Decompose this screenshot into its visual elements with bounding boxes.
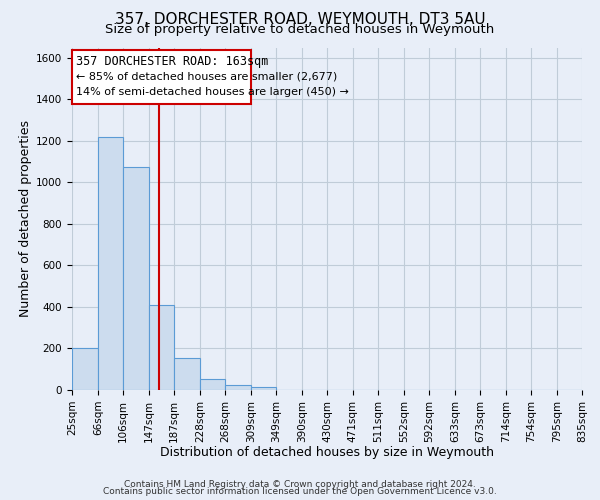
Bar — [98, 137, 123, 390]
Text: Contains public sector information licensed under the Open Government Licence v3: Contains public sector information licen… — [103, 487, 497, 496]
Bar — [123, 167, 149, 390]
Text: 357 DORCHESTER ROAD: 163sqm: 357 DORCHESTER ROAD: 163sqm — [76, 55, 268, 68]
Text: Size of property relative to detached houses in Weymouth: Size of property relative to detached ho… — [106, 22, 494, 36]
Bar — [225, 385, 251, 390]
Bar — [149, 305, 174, 390]
Text: ← 85% of detached houses are smaller (2,677): ← 85% of detached houses are smaller (2,… — [76, 72, 337, 82]
Text: 357, DORCHESTER ROAD, WEYMOUTH, DT3 5AU: 357, DORCHESTER ROAD, WEYMOUTH, DT3 5AU — [115, 12, 485, 28]
Y-axis label: Number of detached properties: Number of detached properties — [19, 120, 32, 318]
Bar — [72, 348, 98, 390]
Text: Contains HM Land Registry data © Crown copyright and database right 2024.: Contains HM Land Registry data © Crown c… — [124, 480, 476, 489]
Bar — [251, 387, 276, 390]
Bar — [200, 378, 225, 390]
Text: 14% of semi-detached houses are larger (450) →: 14% of semi-detached houses are larger (… — [76, 86, 349, 97]
FancyBboxPatch shape — [72, 50, 251, 104]
Bar — [174, 358, 200, 390]
X-axis label: Distribution of detached houses by size in Weymouth: Distribution of detached houses by size … — [160, 446, 494, 459]
